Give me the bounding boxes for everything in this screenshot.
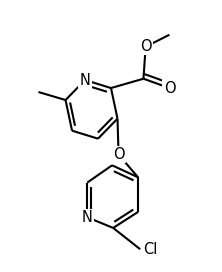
- Text: O: O: [140, 39, 151, 54]
- Text: N: N: [82, 210, 93, 225]
- Text: O: O: [113, 147, 124, 162]
- Text: O: O: [164, 81, 175, 95]
- Text: N: N: [80, 73, 90, 88]
- Text: Cl: Cl: [143, 242, 158, 257]
